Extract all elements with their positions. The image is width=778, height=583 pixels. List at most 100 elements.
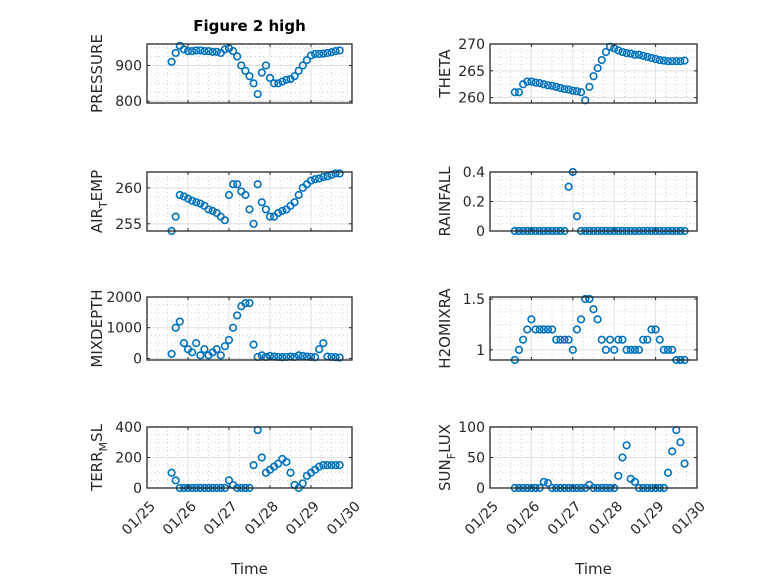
y-tick-label: 270: [458, 37, 485, 53]
data-point: [233, 52, 242, 61]
y-tick-label: 100: [458, 420, 485, 436]
data-point: [589, 305, 598, 314]
y-axis-label: H2OMIXRA: [436, 288, 454, 369]
data-point: [179, 338, 188, 348]
data-point: [514, 88, 524, 97]
data-point: [294, 351, 303, 360]
data-point: [634, 345, 644, 354]
data-point: [639, 51, 648, 60]
y-label-part: AIR: [88, 208, 106, 233]
axes-box: [146, 296, 353, 361]
data-point: [680, 459, 689, 468]
data-point: [175, 190, 184, 200]
x-tick-label: 01/26: [503, 499, 543, 539]
data-point: [593, 64, 602, 73]
data-point: [668, 447, 677, 456]
y-axis-label: PRESSURE: [88, 34, 106, 113]
data-point: [265, 212, 275, 221]
data-point: [179, 45, 188, 54]
data-point: [241, 190, 250, 200]
data-point: [192, 198, 201, 207]
data-point: [249, 340, 258, 349]
data-point: [593, 315, 602, 324]
y-label-part: H2OMIXRA: [436, 288, 454, 369]
axes-box: [146, 43, 353, 104]
y-axis-label: SUNFLUX: [436, 424, 458, 491]
y-tick-label: 0: [476, 481, 485, 497]
y-label-part: MIXDEPTH: [88, 289, 106, 367]
data-point: [249, 219, 258, 228]
data-point: [311, 175, 320, 184]
y-axis-label: RAINFALL: [436, 166, 454, 237]
data-point: [618, 453, 627, 462]
data-point: [171, 48, 180, 58]
data-point: [581, 294, 590, 304]
data-point: [167, 349, 176, 358]
axes-box: [489, 296, 698, 361]
chart-title: Figure 2 high: [193, 17, 306, 35]
y-label-subscript: M: [97, 442, 110, 452]
data-point: [192, 46, 201, 55]
data-point: [229, 180, 238, 189]
data-point: [245, 72, 254, 81]
data-point: [192, 338, 201, 348]
y-tick-label: 255: [115, 217, 142, 233]
data-point: [552, 82, 561, 92]
data-point: [647, 325, 656, 334]
y-axis-label: MIXDEPTH: [88, 289, 106, 367]
data-point: [278, 206, 287, 215]
data-point: [597, 335, 606, 344]
y-tick-label: 900: [115, 58, 142, 74]
x-tick-label: 01/25: [462, 499, 502, 539]
data-point: [543, 479, 553, 488]
data-point: [676, 438, 685, 447]
data-point: [605, 335, 615, 344]
data-point: [241, 66, 250, 75]
x-tick-label: 01/27: [201, 499, 241, 539]
data-point: [183, 194, 193, 203]
data-point: [663, 57, 673, 66]
data-point: [547, 81, 557, 90]
x-tick-label: 01/27: [545, 499, 585, 539]
data-point: [572, 325, 582, 334]
subplot-terr-msl: 0 200 400 TERRMSL 01/25 01/26 01/27 01/28 01/29 0…: [88, 420, 364, 578]
data-point: [651, 325, 660, 334]
data-point: [196, 351, 205, 360]
data-point: [630, 477, 640, 487]
y-label-part: SL: [88, 423, 106, 442]
data-point: [315, 49, 324, 59]
x-tick-label: 01/28: [242, 499, 282, 539]
data-point: [634, 50, 644, 59]
data-point: [216, 351, 225, 360]
data-point: [261, 61, 271, 70]
data-point: [655, 335, 664, 344]
data-point: [319, 338, 328, 348]
data-point: [327, 461, 336, 470]
data-point: [523, 77, 532, 86]
data-point: [245, 299, 254, 308]
data-point: [610, 345, 619, 354]
data-point: [514, 345, 524, 354]
data-point: [315, 174, 324, 183]
data-point: [576, 88, 586, 97]
data-point: [560, 84, 569, 94]
data-point: [229, 47, 238, 56]
data-point: [630, 50, 640, 59]
data-point: [188, 47, 197, 56]
data-point: [315, 345, 324, 354]
data-point: [237, 61, 246, 70]
data-point: [560, 335, 569, 344]
y-label-part: TERR: [88, 451, 106, 492]
data-point: [668, 345, 677, 354]
data-point: [618, 47, 627, 57]
data-point: [241, 299, 250, 308]
data-point: [572, 212, 582, 221]
data-point: [576, 315, 586, 324]
data-point: [331, 47, 340, 56]
data-point: [531, 78, 540, 87]
data-point: [651, 54, 660, 64]
y-label-part: LUX: [436, 424, 454, 453]
data-point: [527, 315, 536, 324]
data-point: [200, 47, 209, 56]
data-point: [298, 479, 307, 488]
